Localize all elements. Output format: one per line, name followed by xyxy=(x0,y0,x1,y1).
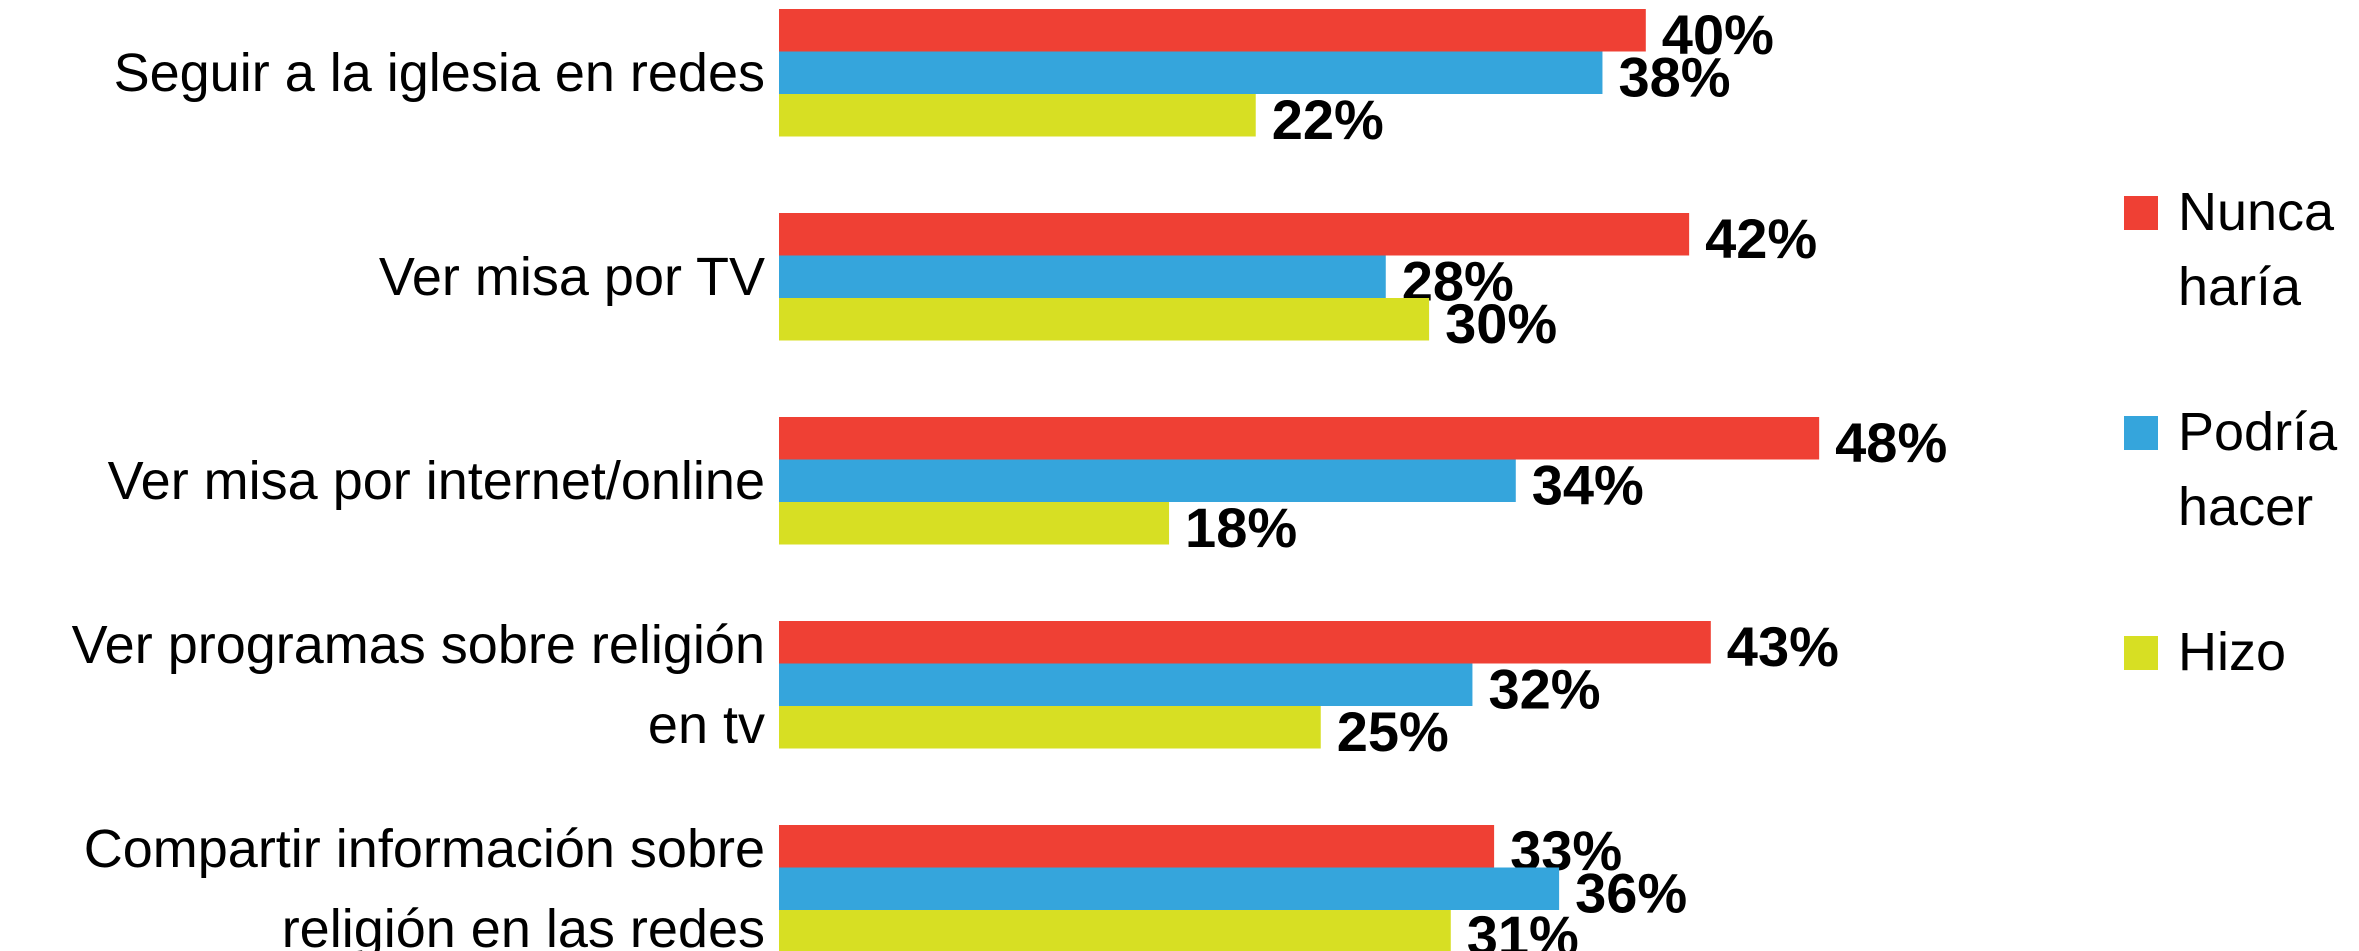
bar xyxy=(779,910,1451,951)
bar xyxy=(779,213,1690,256)
value-label: 48% xyxy=(1835,411,1947,474)
bar xyxy=(779,825,1495,868)
legend-label: Hizo xyxy=(2178,622,2287,682)
value-label: 32% xyxy=(1488,657,1600,720)
bar xyxy=(779,459,1516,502)
value-label: 36% xyxy=(1575,861,1687,924)
bar xyxy=(779,502,1170,545)
legend-entry: Nunca haría xyxy=(2124,175,2359,325)
value-label: 40% xyxy=(1662,3,1774,66)
value-label: 22% xyxy=(1272,88,1384,151)
value-label: 42% xyxy=(1705,207,1817,270)
value-label: 25% xyxy=(1337,700,1449,763)
value-label: 30% xyxy=(1445,292,1557,355)
legend-entry: Podría hacer xyxy=(2124,395,2359,545)
value-label: 34% xyxy=(1532,453,1644,516)
value-label: 38% xyxy=(1618,45,1730,108)
bar xyxy=(779,417,1820,460)
bar xyxy=(779,9,1646,52)
legend: Nunca haría Podría hacer Hizo xyxy=(2124,175,2359,690)
bar xyxy=(779,255,1386,298)
legend-label: Nunca haría xyxy=(2178,182,2335,317)
legend-swatch xyxy=(2124,636,2158,670)
bar xyxy=(779,298,1430,341)
category-label: Seguir a la iglesia en redes xyxy=(113,42,765,103)
bar xyxy=(779,706,1321,749)
legend-swatch xyxy=(2124,416,2158,450)
legend-entry: Hizo xyxy=(2124,615,2359,690)
bar xyxy=(779,51,1603,94)
bar xyxy=(779,94,1256,137)
bar xyxy=(779,867,1560,910)
legend-swatch xyxy=(2124,196,2158,230)
category-label: Ver misa por TV xyxy=(378,246,765,307)
value-label: 43% xyxy=(1727,615,1839,678)
bar xyxy=(779,621,1711,664)
category-label: Compartir información sobre religión en … xyxy=(83,818,765,951)
category-label: Ver misa por internet/online xyxy=(107,450,765,511)
legend-label: Podría hacer xyxy=(2178,402,2338,537)
value-label: 31% xyxy=(1467,904,1579,951)
value-label: 18% xyxy=(1185,496,1297,559)
bar xyxy=(779,663,1473,706)
category-label: Ver programas sobre religión en tv xyxy=(71,614,765,755)
